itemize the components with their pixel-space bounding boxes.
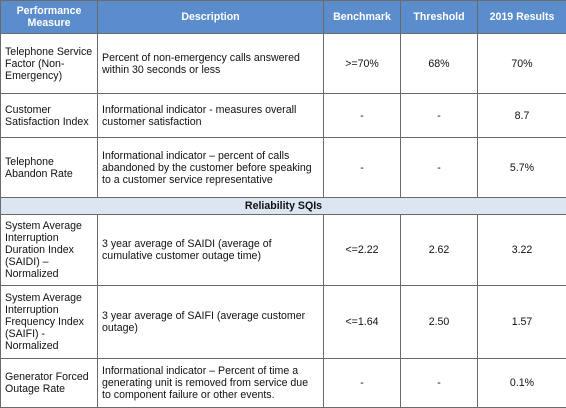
result-value: 1.57 [478, 286, 566, 359]
measure-description: 3 year average of SAIDI (average of cumu… [98, 215, 324, 286]
result-value: 5.7% [478, 138, 566, 198]
measure-description: Informational indicator - measures overa… [98, 94, 324, 138]
measure-name: System Average Interruption Duration Ind… [1, 215, 98, 286]
section-title: Reliability SQIs [1, 198, 566, 215]
result-value: 70% [478, 34, 566, 94]
threshold-value: 68% [401, 34, 478, 94]
header-benchmark: Benchmark [324, 1, 401, 34]
benchmark-value: - [324, 94, 401, 138]
result-value: 3.22 [478, 215, 566, 286]
measure-name: Telephone Service Factor (Non-Emergency) [1, 34, 98, 94]
threshold-value: - [401, 138, 478, 198]
measure-name: Telephone Abandon Rate [1, 138, 98, 198]
threshold-value: - [401, 359, 478, 408]
measure-name: Generator Forced Outage Rate [1, 359, 98, 408]
threshold-value: 2.50 [401, 286, 478, 359]
measure-description: Informational indicator – Percent of tim… [98, 359, 324, 408]
section-row: Reliability SQIs [1, 198, 566, 215]
threshold-value: - [401, 94, 478, 138]
benchmark-value: - [324, 138, 401, 198]
header-performance-measure: Performance Measure [1, 1, 98, 34]
benchmark-value: - [324, 359, 401, 408]
header-row: Performance Measure Description Benchmar… [1, 1, 566, 34]
benchmark-value: <=1.64 [324, 286, 401, 359]
header-description: Description [98, 1, 324, 34]
table-row: Telephone Abandon Rate Informational ind… [1, 138, 566, 198]
threshold-value: 2.62 [401, 215, 478, 286]
table-row: Generator Forced Outage Rate Information… [1, 359, 566, 408]
table-row: System Average Interruption Duration Ind… [1, 215, 566, 286]
benchmark-value: >=70% [324, 34, 401, 94]
table-row: Customer Satisfaction Index Informationa… [1, 94, 566, 138]
header-2019-results: 2019 Results [478, 1, 566, 34]
table-row: System Average Interruption Frequency In… [1, 286, 566, 359]
result-value: 0.1% [478, 359, 566, 408]
measure-name: System Average Interruption Frequency In… [1, 286, 98, 359]
measure-name: Customer Satisfaction Index [1, 94, 98, 138]
benchmark-value: <=2.22 [324, 215, 401, 286]
header-threshold: Threshold [401, 1, 478, 34]
measure-description: Percent of non-emergency calls answered … [98, 34, 324, 94]
table-row: Telephone Service Factor (Non-Emergency)… [1, 34, 566, 94]
measure-description: 3 year average of SAIFI (average custome… [98, 286, 324, 359]
measure-description: Informational indicator – percent of cal… [98, 138, 324, 198]
result-value: 8.7 [478, 94, 566, 138]
